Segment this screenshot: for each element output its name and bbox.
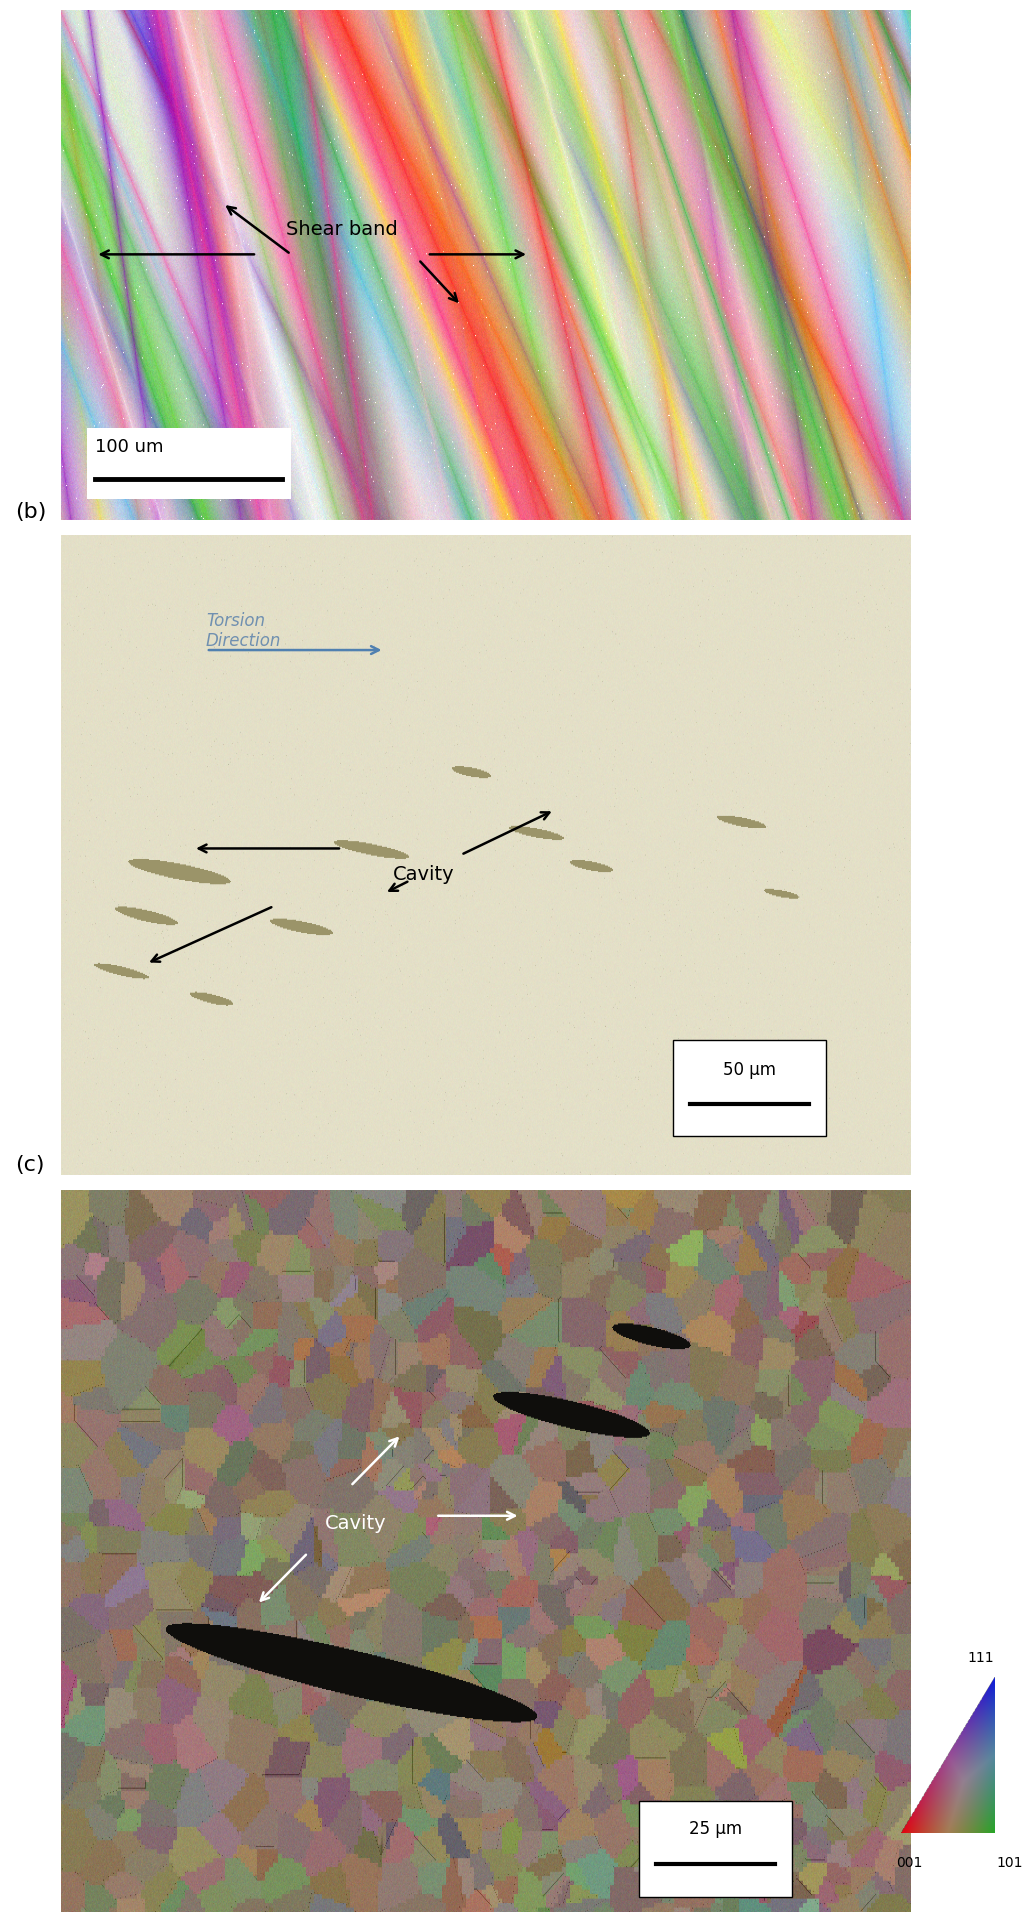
- Text: 101: 101: [996, 1857, 1023, 1870]
- Text: 111: 111: [967, 1650, 994, 1665]
- Text: Torsion
Direction: Torsion Direction: [206, 612, 282, 650]
- Text: (b): (b): [14, 503, 46, 522]
- Text: (c): (c): [14, 1155, 44, 1176]
- Bar: [87, 428, 291, 499]
- Text: 100 um: 100 um: [95, 438, 164, 455]
- Text: Cavity: Cavity: [393, 864, 455, 883]
- Text: Shear band: Shear band: [286, 220, 397, 239]
- Bar: [639, 1801, 793, 1897]
- Text: Cavity: Cavity: [325, 1514, 386, 1533]
- Bar: [674, 1040, 826, 1136]
- Text: 001: 001: [896, 1857, 923, 1870]
- Text: 50 μm: 50 μm: [723, 1061, 776, 1078]
- Text: 25 μm: 25 μm: [689, 1820, 742, 1837]
